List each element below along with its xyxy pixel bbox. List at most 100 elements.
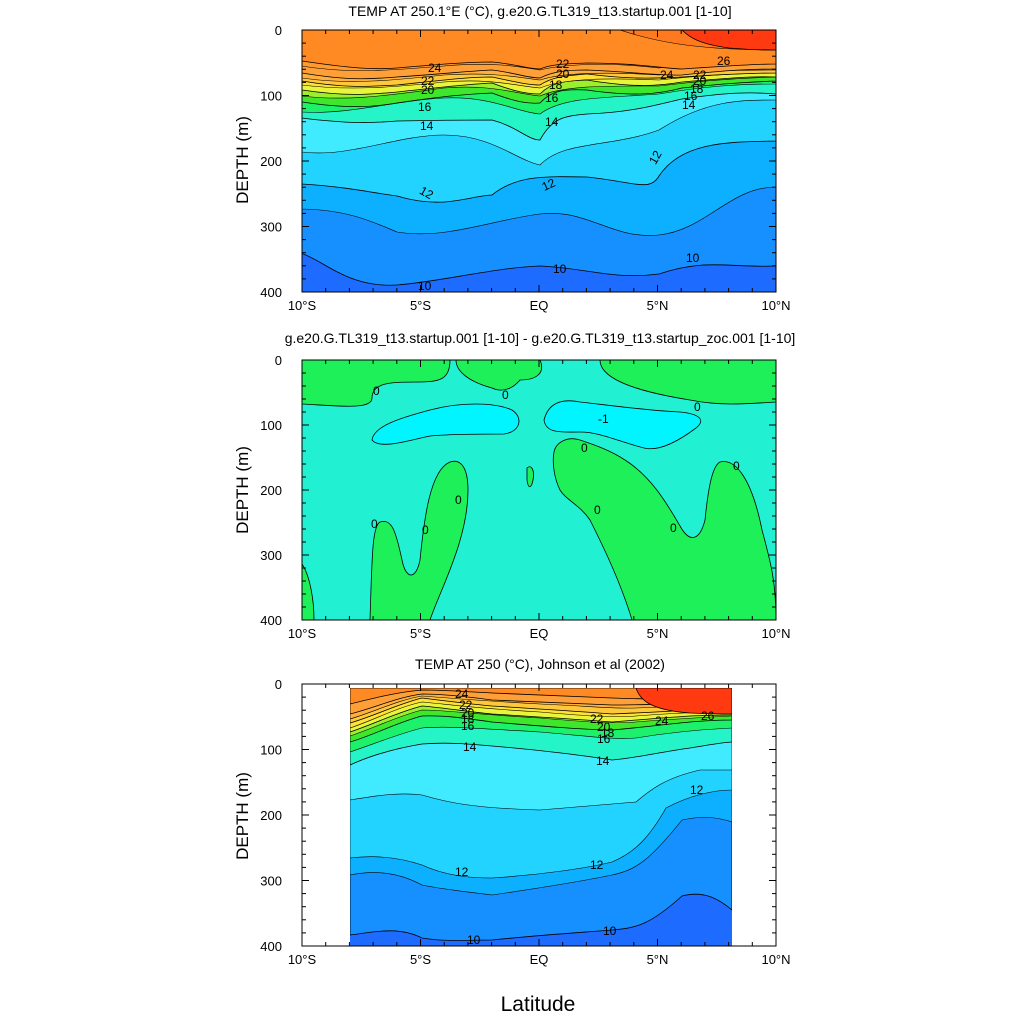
panel3-ytick-label: 0: [275, 677, 282, 692]
panel2-xtick-label: 10°N: [761, 626, 790, 641]
panel3-clabel-10a: 10: [467, 933, 481, 947]
panel1-xtick-label: EQ: [530, 298, 549, 313]
panel2-region-positive-small-blob: [526, 466, 534, 488]
panel3-band-above-26: [635, 688, 732, 715]
panel3-clabel-14: 14: [463, 740, 477, 754]
panel2-clabel-0h: 0: [594, 503, 601, 517]
panel2-region-minus1-right: [543, 400, 702, 450]
panel1-clabel-20b: 20: [556, 67, 570, 81]
panel2-axes: 10°S 5°S EQ 5°N 10°N 0 100 200 300 400: [260, 353, 790, 641]
panel2-region-minus1-left: [371, 403, 520, 445]
panel3-clabel-12c: 12: [690, 783, 704, 797]
panel1-ytick-label: 300: [260, 220, 282, 235]
panel2-contour-fill: [302, 360, 776, 620]
panel3-clabel-22b: 22: [590, 712, 604, 726]
panel3-xtick-label: 5°N: [647, 952, 669, 967]
panel1-ytick-label: 0: [275, 23, 282, 38]
panel2-clabel-0j: 0: [733, 459, 740, 473]
panel1-clabel-12c: 12: [646, 148, 665, 167]
panel1-clabel-12b: 12: [540, 175, 558, 193]
panel1-contour-labels: 24 22 20 16 14 12 10 22 20 18 16 14 12 1…: [417, 54, 731, 293]
panel2-ytick-label: 300: [260, 548, 282, 563]
panel2-contour-labels: 0 0 0 -1 0 0 0 0 0 0 0: [371, 384, 740, 537]
panel2-ytick-label: 0: [275, 353, 282, 368]
panel3-ytick-label: 300: [260, 874, 282, 889]
panel3-clabel-12a: 12: [455, 865, 469, 879]
panel1-clabel-16b: 16: [545, 91, 559, 105]
panel1-ylabel: DEPTH (m): [233, 116, 252, 204]
panel1-clabel-20c: 20: [693, 74, 707, 88]
panel1-clabel-22b: 22: [556, 57, 570, 71]
panel1-band-above-26: [681, 30, 776, 51]
panel2-clabel-0d: 0: [581, 441, 588, 455]
panel1-clabel-22: 22: [421, 74, 435, 88]
panel1-clabel-14b: 14: [545, 115, 559, 129]
panel3-title: TEMP AT 250 (°C), Johnson et al (2002): [415, 656, 665, 672]
panel1-clabel-10c: 10: [686, 251, 700, 265]
panel2-clabel-0e: 0: [455, 493, 462, 507]
panel-difference: g.e20.G.TL319_t13.startup.001 [1-10] - g…: [233, 330, 795, 641]
panel1-title: TEMP AT 250.1°E (°C), g.e20.G.TL319_t13.…: [348, 3, 731, 19]
panel3-clabel-18b: 18: [601, 726, 615, 740]
panel-observed-temp: TEMP AT 250 (°C), Johnson et al (2002) D…: [233, 656, 791, 967]
panel1-clabel-18b: 18: [549, 78, 563, 92]
panel2-ylabel: DEPTH (m): [233, 446, 252, 534]
panel3-clabel-26: 26: [701, 709, 715, 723]
panel3-clabel-24: 24: [455, 687, 469, 701]
panel1-clabel-24: 24: [428, 61, 442, 75]
panel1-xtick-label: 10°N: [761, 298, 790, 313]
panel3-clabel-22: 22: [459, 698, 473, 712]
panel1-ytick-label: 100: [260, 89, 282, 104]
panel1-clabel-24c: 24: [660, 68, 674, 82]
panel3-clabel-20b: 20: [597, 720, 611, 734]
panel2-clabel-0b: 0: [502, 388, 509, 402]
panel2-clabel-0c: 0: [694, 400, 701, 414]
panel2-clabel-0f: 0: [371, 517, 378, 531]
panel3-ylabel: DEPTH (m): [233, 772, 252, 860]
panel2-region-positive-left-edge: [302, 563, 315, 620]
panel2-clabel-0a: 0: [373, 384, 380, 398]
panel1-contour-fill: [302, 30, 776, 292]
panel2-region-positive-top-right: [599, 360, 776, 405]
panel1-ytick-label: 200: [260, 154, 282, 169]
panel2-ytick-label: 400: [260, 613, 282, 628]
panel2-ytick-label: 100: [260, 418, 282, 433]
panel1-clabel-12a: 12: [417, 183, 436, 202]
panel1-clabel-20: 20: [421, 83, 435, 97]
panel1-axes: 10°S 5°S EQ 5°N 10°N 0 100 200 300 400: [260, 23, 790, 313]
panel3-clabel-24b: 24: [655, 714, 669, 728]
panel3-axes: 10°S 5°S EQ 5°N 10°N 0 100 200 300 400: [260, 677, 790, 967]
panel1-clabel-14: 14: [420, 119, 434, 133]
panel2-title: g.e20.G.TL319_t13.startup.001 [1-10] - g…: [285, 330, 796, 346]
panel2-xtick-label: 10°S: [288, 626, 317, 641]
panel1-clabel-22c: 22: [693, 68, 707, 82]
panel3-clabel-10b: 10: [603, 924, 617, 938]
panel3-ytick-label: 200: [260, 808, 282, 823]
panel2-clabel-neg1: -1: [598, 412, 609, 426]
panel2-xtick-label: 5°S: [410, 626, 431, 641]
panel3-xtick-label: EQ: [530, 952, 549, 967]
panel3-xtick-label: 10°N: [761, 952, 790, 967]
panel1-ytick-label: 400: [260, 285, 282, 300]
panel1-clabel-26: 26: [717, 54, 731, 68]
panel3-ytick-label: 400: [260, 939, 282, 954]
panel1-clabel-16c: 16: [684, 89, 698, 103]
panel2-clabel-0i: 0: [670, 521, 677, 535]
panel1-xtick-label: 10°S: [288, 298, 317, 313]
panel1-clabel-16: 16: [418, 100, 432, 114]
panel2-xtick-label: 5°N: [647, 626, 669, 641]
panel2-clabel-0g: 0: [422, 523, 429, 537]
panel3-clabel-12b: 12: [590, 858, 604, 872]
panel3-clabel-18: 18: [461, 712, 475, 726]
panel1-xtick-label: 5°S: [410, 298, 431, 313]
panel3-contour-labels: 24 22 20 18 16 14 12 10 22 20 18 16 14 1…: [455, 687, 715, 947]
panel2-xtick-label: EQ: [530, 626, 549, 641]
panel3-ytick-label: 100: [260, 743, 282, 758]
panel3-xtick-label: 5°S: [410, 952, 431, 967]
panel3-clabel-16b: 16: [597, 732, 611, 746]
figure-xlabel: Latitude: [501, 993, 576, 1016]
panel2-region-positive-top-mid: [455, 360, 542, 391]
panel2-region-positive-top-left: [302, 360, 451, 407]
panel1-clabel-14c: 14: [682, 98, 696, 112]
